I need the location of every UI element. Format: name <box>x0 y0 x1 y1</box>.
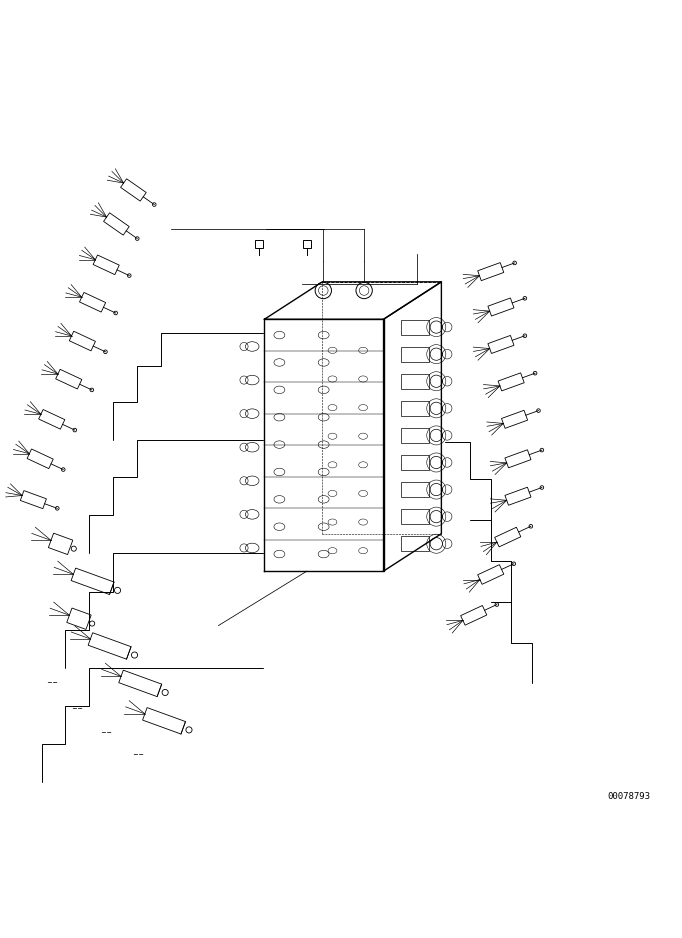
Text: 00078793: 00078793 <box>608 792 651 801</box>
Text: _ _: _ _ <box>47 673 57 683</box>
Bar <box>401 455 430 470</box>
Text: _ _: _ _ <box>134 746 143 754</box>
Text: _ _: _ _ <box>102 723 112 733</box>
Text: _ _: _ _ <box>72 700 83 708</box>
Bar <box>401 428 430 443</box>
Bar <box>401 482 430 497</box>
Bar <box>401 347 430 362</box>
Bar <box>401 509 430 524</box>
Bar <box>401 373 430 388</box>
Bar <box>401 537 430 552</box>
Bar <box>401 320 430 335</box>
Bar <box>401 401 430 416</box>
